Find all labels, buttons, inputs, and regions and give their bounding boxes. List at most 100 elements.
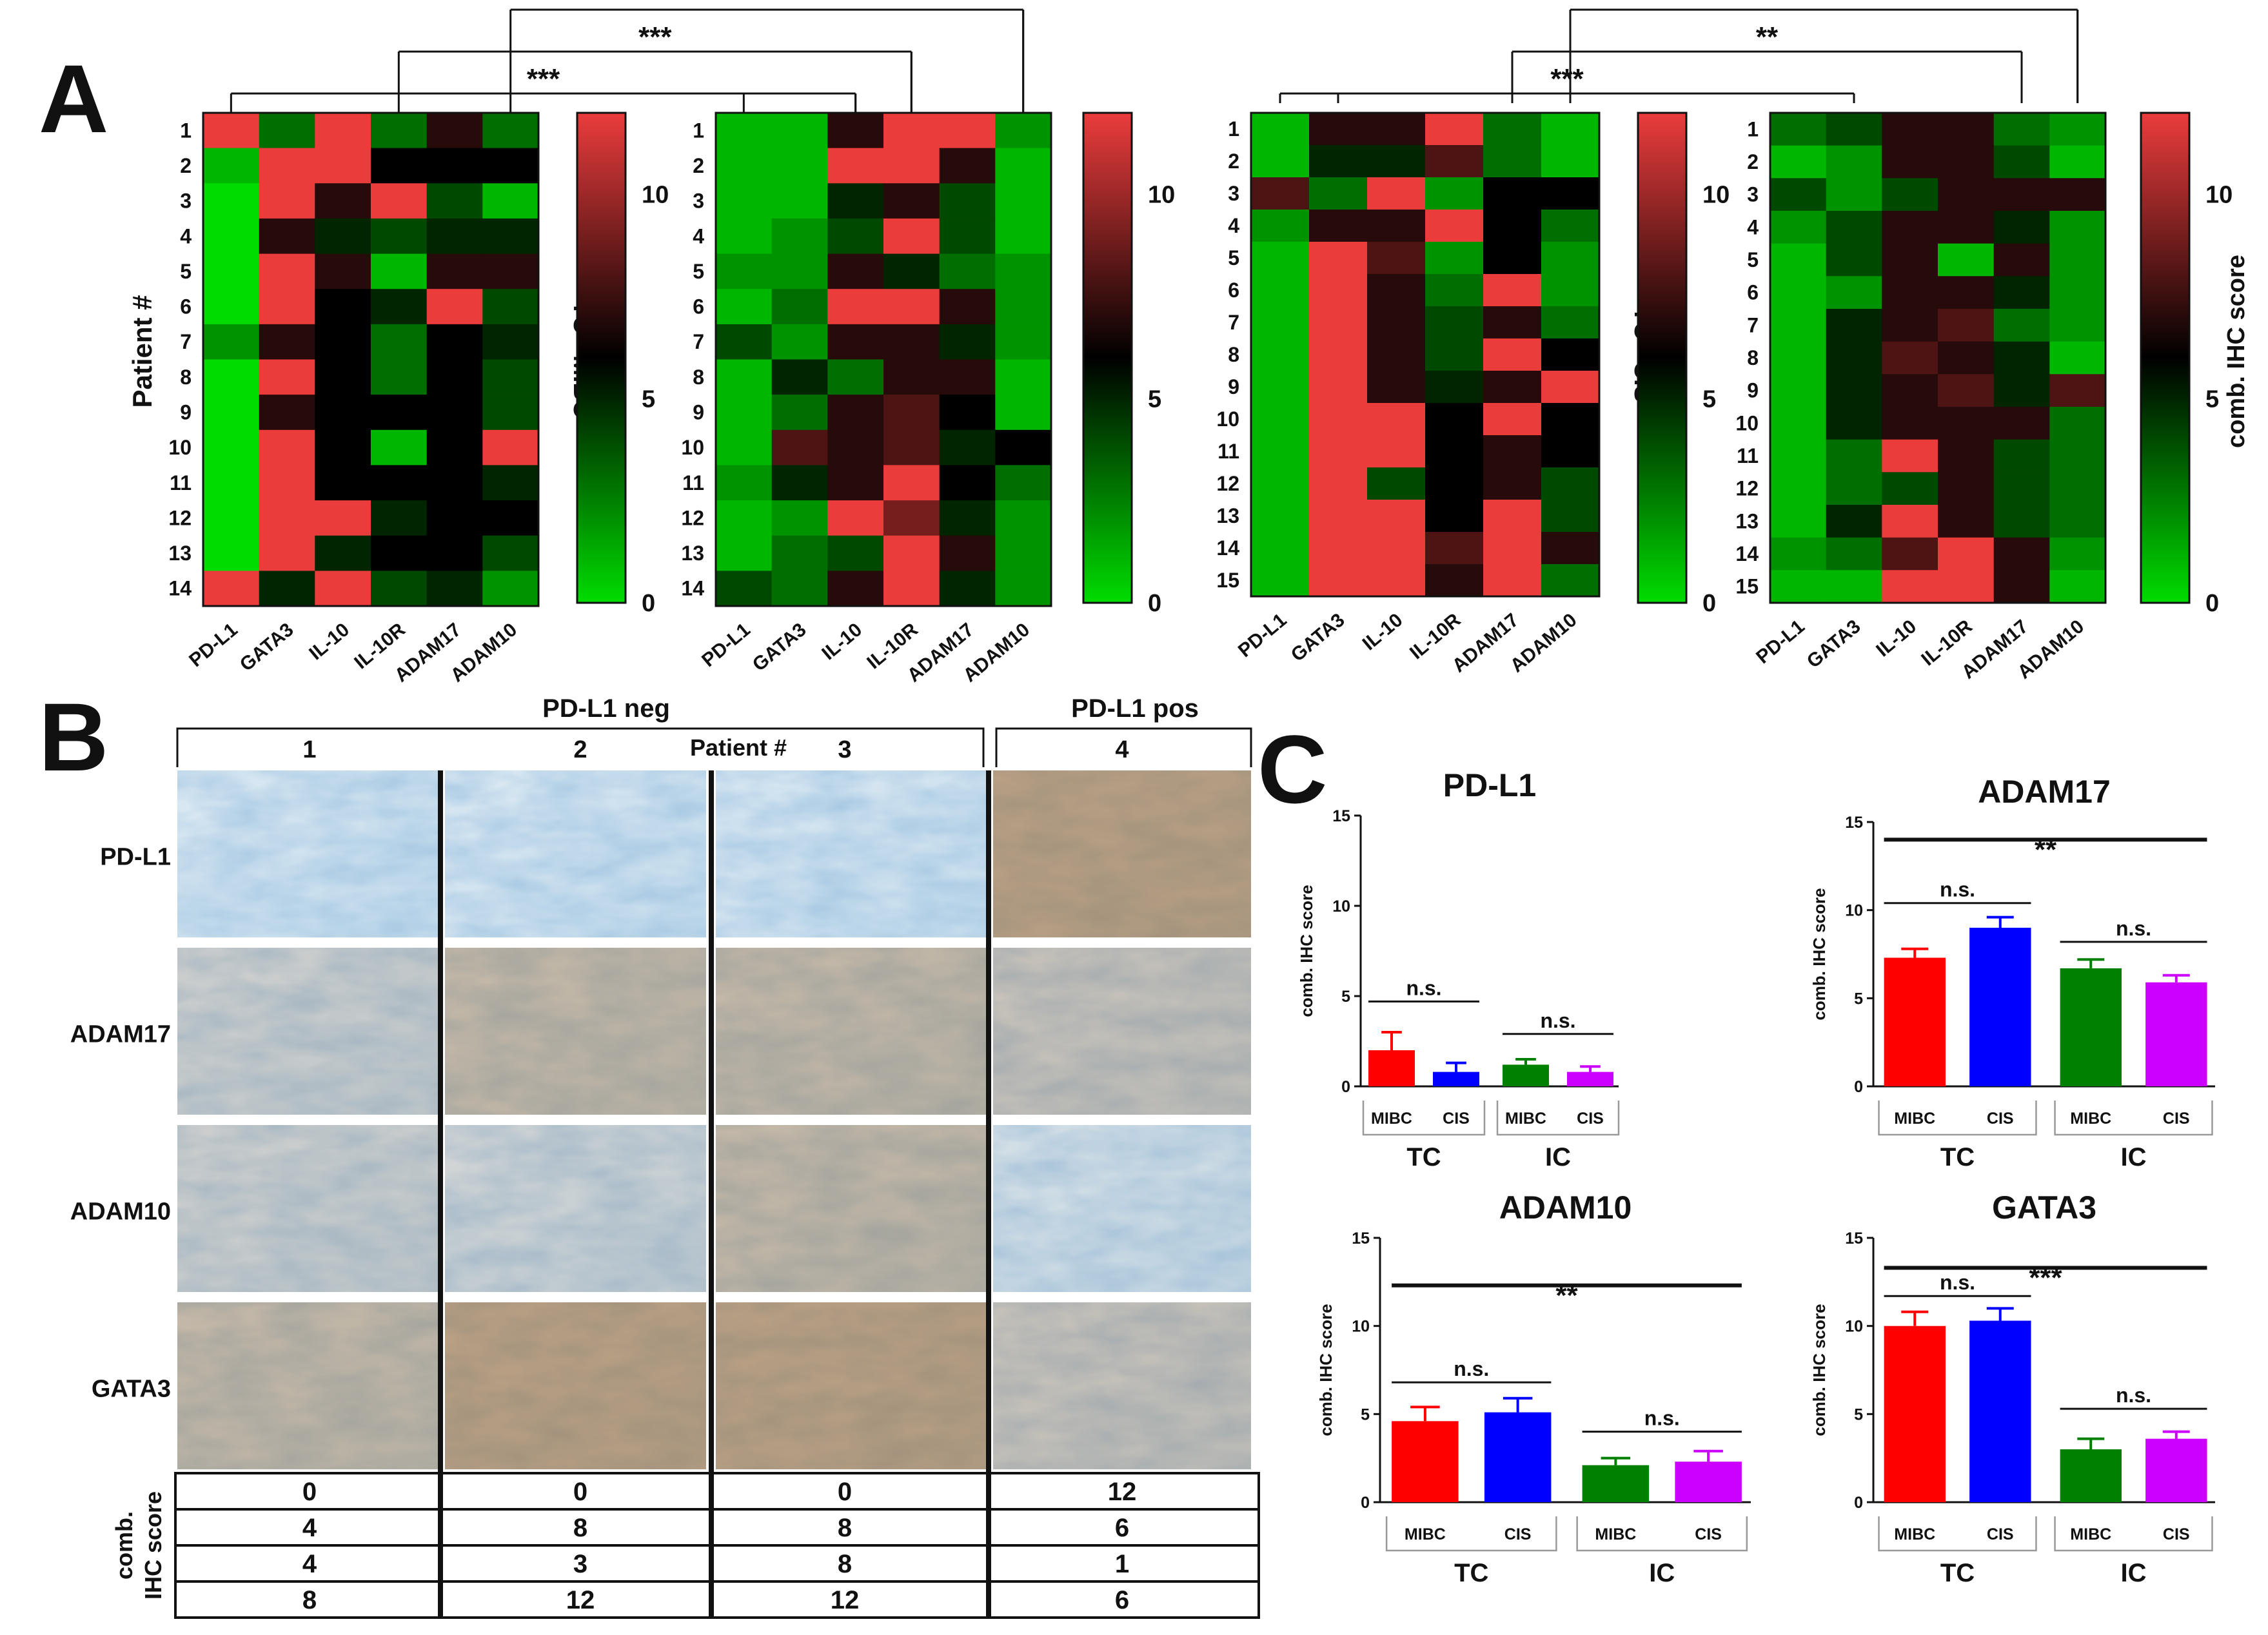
ihc-image	[716, 1302, 987, 1469]
heatmap-cell	[482, 183, 539, 219]
heatmap-cell	[939, 324, 996, 360]
heatmap-cell	[371, 253, 428, 289]
heatmap-cell	[259, 359, 315, 395]
heatmap-cell	[203, 289, 260, 325]
heatmap-cell	[716, 183, 773, 219]
heatmap-cell	[1826, 178, 1882, 211]
heatmap-cell	[203, 113, 260, 149]
heatmap-cell	[883, 253, 940, 289]
row-label: 2	[693, 154, 704, 177]
row-label: 9	[180, 401, 192, 424]
heatmap-cell	[1938, 211, 1995, 244]
heatmap-cell	[371, 535, 428, 571]
heatmap-cell	[1938, 178, 1995, 211]
heatmap-cell	[315, 253, 371, 289]
colorbar-tick: 10	[642, 182, 669, 209]
heatmap-cell	[716, 429, 773, 465]
heatmap-cell	[1367, 467, 1426, 500]
score-value: 8	[838, 1550, 852, 1578]
heatmap-cell	[1309, 467, 1368, 500]
heatmap-cell	[2049, 537, 2106, 571]
category-label: CIS	[1987, 1110, 2014, 1128]
heatmap-cell	[1541, 145, 1600, 178]
bar	[1433, 1072, 1479, 1086]
heatmap-cell	[1882, 341, 1938, 375]
heatmap-cell	[482, 500, 539, 536]
heatmap-cell	[426, 324, 483, 360]
significance-label: n.s.	[1540, 1009, 1575, 1032]
heatmap-cell	[1882, 211, 1938, 244]
bar-chart-gata3: 0 5 10 15 comb. IHC score GATA3 MIBC CIS MIBC CIS…	[1809, 1190, 2215, 1587]
heatmap-cell	[883, 218, 940, 255]
heatmap-cell	[939, 253, 996, 289]
row-label: 10	[1735, 411, 1759, 435]
row-label: 4	[180, 224, 192, 248]
heatmap-cell	[1882, 407, 1938, 440]
score-value: 8	[302, 1586, 317, 1614]
row-label: 15	[1735, 575, 1759, 598]
heatmap-cell	[1882, 113, 1938, 146]
score-value: 8	[838, 1514, 852, 1542]
stain-label: ADAM10	[70, 1199, 171, 1226]
heatmap-cell	[939, 289, 996, 325]
heatmap-cell	[1770, 570, 1827, 603]
heatmap-cell	[1826, 211, 1882, 244]
heatmap-cell	[2049, 145, 2106, 179]
y-tick-label: 15	[1845, 1229, 1863, 1248]
group-pos-label: PD-L1 pos	[1071, 694, 1199, 723]
heatmap-cell	[315, 465, 371, 501]
category-label: MIBC	[1894, 1525, 1935, 1543]
heatmap-cell	[315, 113, 371, 149]
heatmap-cell	[771, 465, 828, 501]
heatmap-cell	[315, 359, 371, 395]
row-label: 4	[693, 224, 704, 248]
ihc-image	[993, 948, 1251, 1115]
heatmap-cell	[2049, 472, 2106, 505]
score-value: 3	[573, 1550, 587, 1578]
group-label: IC	[1649, 1559, 1675, 1587]
heatmap-cell	[426, 218, 483, 255]
heatmap-cell	[1770, 145, 1827, 179]
row-label: 10	[168, 436, 192, 459]
chart-title: ADAM17	[1978, 774, 2111, 810]
heatmap-cell	[371, 289, 428, 325]
heatmap-cell	[1483, 467, 1542, 500]
row-label: 13	[1735, 509, 1759, 533]
stain-label: PD-L1	[100, 844, 171, 871]
heatmap-cell	[315, 218, 371, 255]
heatmap-cell	[203, 571, 260, 607]
heatmap-cell	[1882, 145, 1938, 179]
heatmap-cell	[1993, 374, 2050, 407]
heatmap-cell	[1309, 403, 1368, 436]
heatmap-cell	[482, 324, 539, 360]
colorbar-label: comb. IHC score	[2223, 255, 2250, 448]
heatmap-cell	[203, 183, 260, 219]
ihc-image	[445, 948, 706, 1115]
category-label: MIBC	[1505, 1110, 1546, 1128]
heatmap-cell	[482, 148, 539, 184]
heatmap-cell	[203, 500, 260, 536]
score-value: 8	[573, 1514, 587, 1542]
row-label: 9	[1747, 379, 1759, 402]
y-tick-label: 0	[1854, 1078, 1863, 1096]
heatmap-cell	[1367, 145, 1426, 178]
heatmap-cell	[1826, 537, 1882, 571]
heatmap-cell	[1826, 505, 1882, 538]
colorbar-tick: 0	[2205, 590, 2219, 617]
y-tick-label: 15	[1332, 807, 1350, 825]
heatmap-cell	[771, 500, 828, 536]
heatmap-cell	[716, 253, 773, 289]
heatmap-cell	[883, 571, 940, 607]
heatmap-cell	[371, 500, 428, 536]
heatmap-cell	[1882, 439, 1938, 473]
panel-label-c: C	[1257, 715, 1327, 823]
heatmap-cell	[1309, 371, 1368, 404]
heatmap-cell	[995, 289, 1052, 325]
heatmap-cell	[259, 500, 315, 536]
column-label: PD-L1	[1234, 609, 1291, 661]
y-axis-label: comb. IHC score	[1809, 1304, 1829, 1436]
heatmap-cell	[1251, 403, 1310, 436]
heatmap-cell	[883, 183, 940, 219]
heatmap-cell	[203, 535, 260, 571]
